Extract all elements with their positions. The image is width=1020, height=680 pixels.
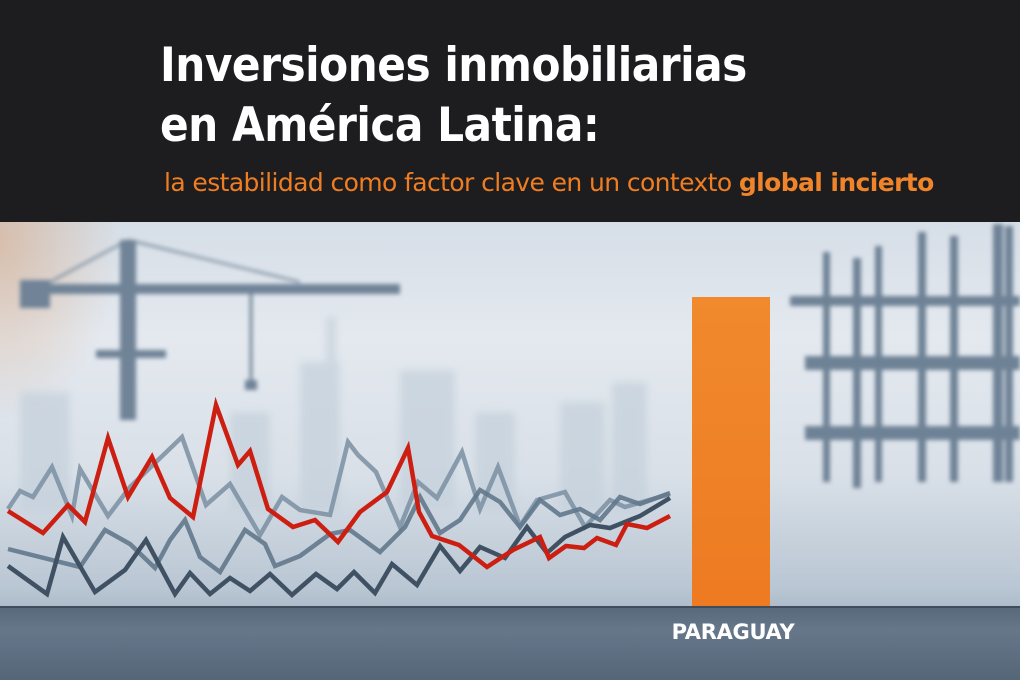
chart-scene: PARAGUAY <box>0 222 1020 680</box>
title-line-1: Inversiones inmobiliarias <box>160 38 747 93</box>
dark-gray-line <box>6 496 672 599</box>
red-line <box>6 396 672 570</box>
background-illustration <box>6 224 1020 599</box>
title-line-2: en América Latina: <box>160 98 600 153</box>
subtitle-part-1: la estabilidad como factor clave en un c… <box>164 168 739 197</box>
crane-icon <box>20 239 400 420</box>
chart-baseline-floor <box>0 606 1020 680</box>
paraguay-bar <box>692 297 770 606</box>
subtitle-part-2: global incierto <box>738 168 934 197</box>
building-frame-icon <box>790 224 1020 488</box>
skyline-icon <box>20 317 647 512</box>
header-banner: Inversiones inmobiliarias en América Lat… <box>0 0 1020 222</box>
page-title: Inversiones inmobiliarias en América Lat… <box>160 36 747 156</box>
mid-gray-line <box>7 486 671 576</box>
paraguay-label: PARAGUAY <box>671 620 795 644</box>
line-series <box>6 396 672 599</box>
light-gray-line <box>6 432 671 540</box>
page-subtitle: la estabilidad como factor clave en un c… <box>164 168 934 197</box>
